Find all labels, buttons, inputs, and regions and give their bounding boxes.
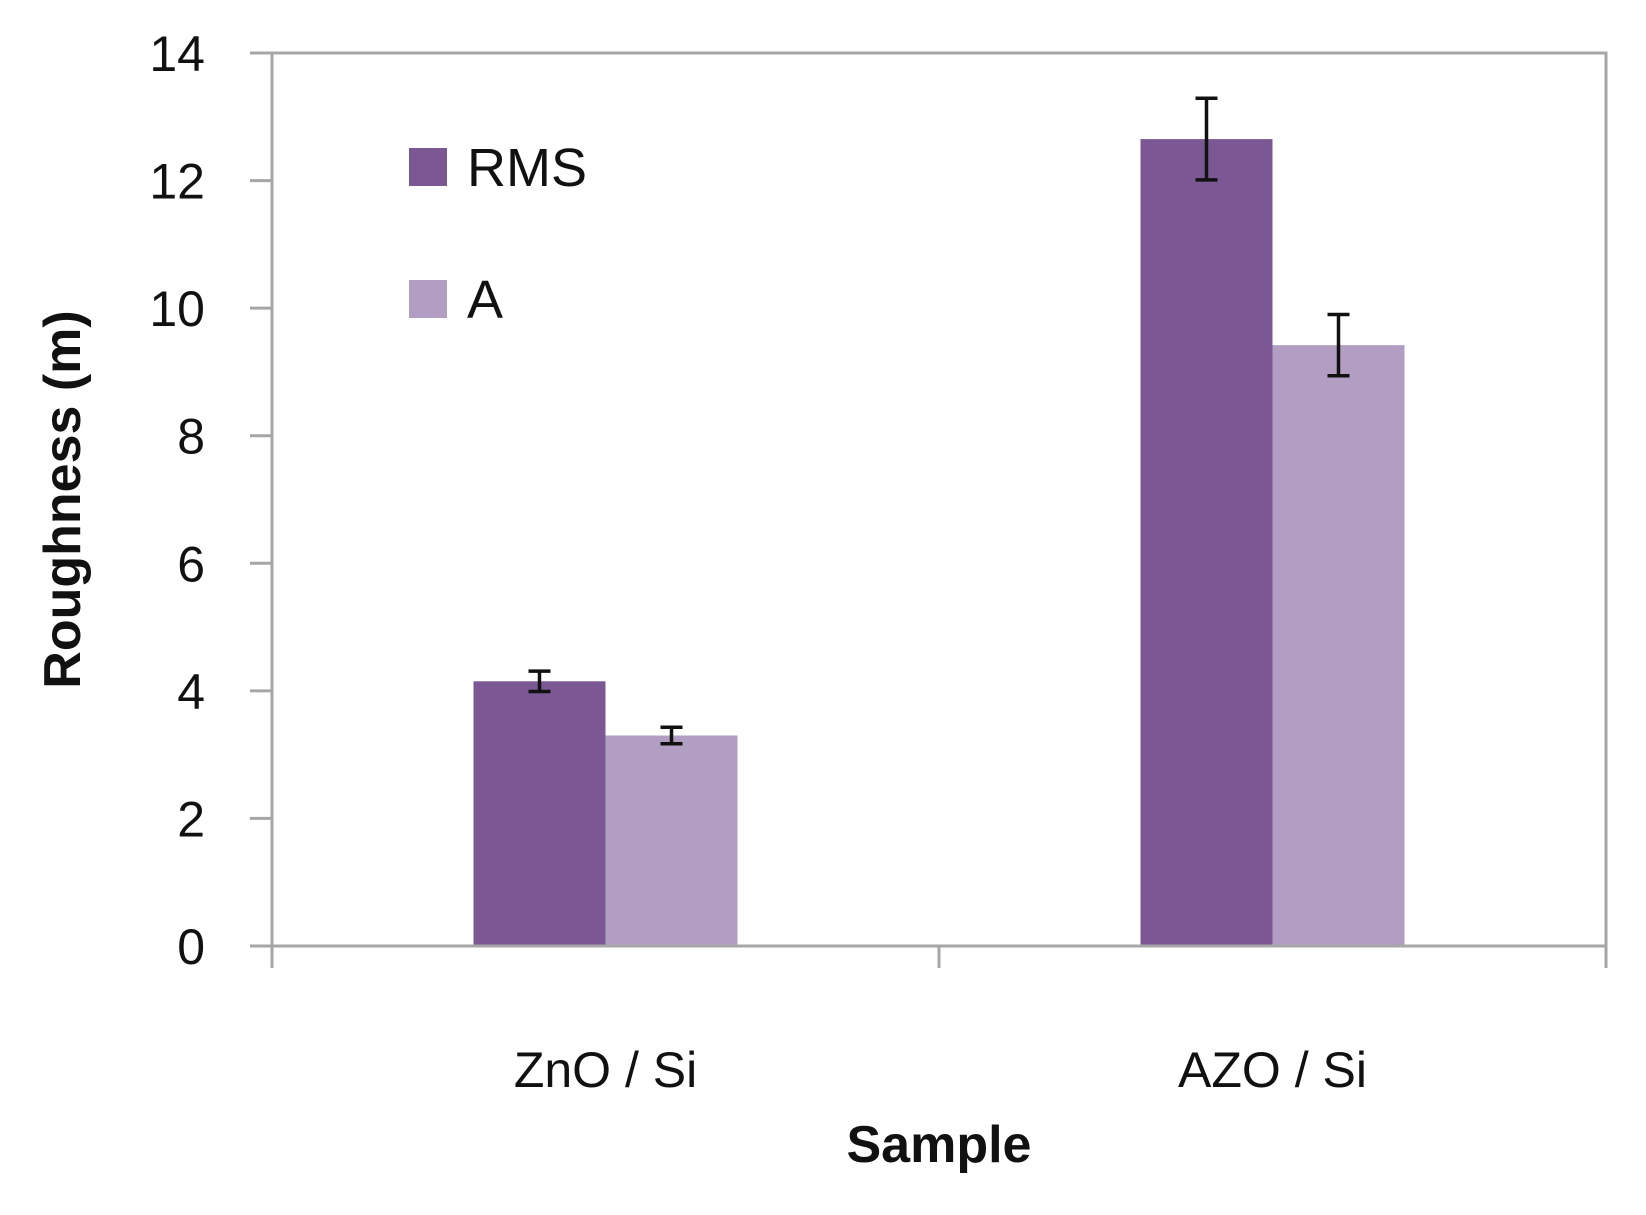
legend-label-rms: RMS: [467, 138, 587, 198]
y-tick-label: 6: [177, 536, 205, 592]
bar-rms-2: [1140, 139, 1273, 946]
bar-rms-1: [473, 681, 606, 946]
bar-a-2: [1272, 345, 1405, 947]
y-tick-label: 8: [177, 409, 205, 465]
error-bar-a-2: [1327, 312, 1350, 378]
error-bar-rms-2: [1195, 96, 1218, 182]
legend-label-a: A: [467, 270, 503, 330]
error-bar-a-1: [660, 725, 683, 746]
x-axis-title: Sample: [847, 1116, 1032, 1174]
x-tick-label: AZO / Si: [1178, 1042, 1367, 1098]
bar-a-1: [605, 735, 738, 946]
x-tick-label: ZnO / Si: [514, 1042, 697, 1098]
legend-swatch-a: [409, 280, 447, 318]
axes-layer: ZnO / Si AZO / Si 0 2 4 6 8 10 12 14: [149, 26, 1608, 1098]
y-tick-label: 2: [177, 791, 205, 847]
y-tick-label: 12: [149, 154, 205, 210]
y-tick-label: 14: [149, 26, 205, 82]
legend-swatch-rms: [409, 148, 447, 186]
y-axis-title: Roughness (m): [34, 310, 92, 688]
error-bar-rms-1: [528, 669, 551, 694]
plot-layer: [473, 96, 1405, 947]
y-tick-label: 10: [149, 281, 205, 337]
y-tick-label: 0: [177, 919, 205, 975]
legend: RMS A: [409, 138, 587, 330]
y-tick-label: 4: [177, 664, 205, 720]
